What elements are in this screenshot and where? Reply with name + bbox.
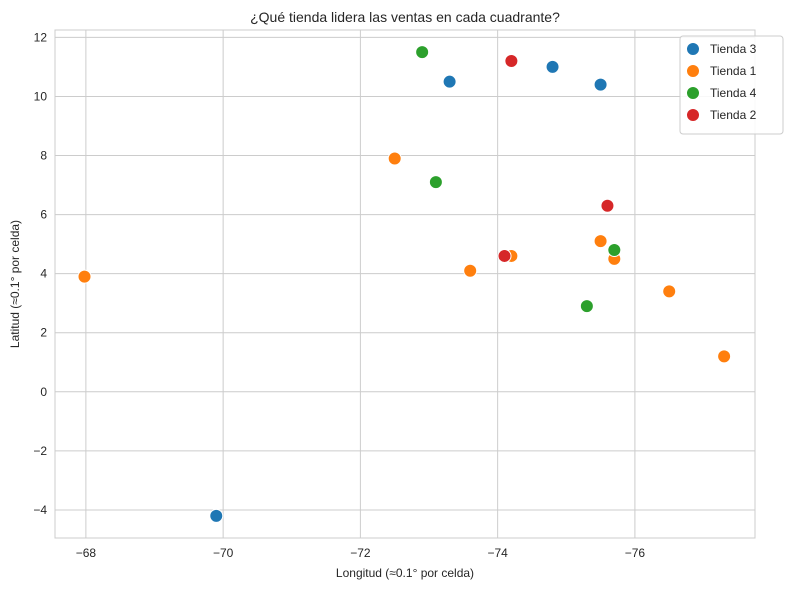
grid-lines: [55, 30, 755, 538]
y-tick-label: 0: [40, 385, 47, 399]
x-tick-label: −70: [213, 546, 234, 560]
legend-marker: [686, 86, 700, 100]
data-point: [662, 284, 677, 299]
data-point: [428, 175, 443, 190]
x-tick-label: −76: [625, 546, 646, 560]
data-point: [607, 243, 622, 258]
x-tick-label: −68: [76, 546, 97, 560]
data-point: [497, 248, 512, 263]
legend-label: Tienda 2: [710, 108, 757, 122]
data-point: [593, 77, 608, 92]
data-points: [77, 45, 732, 523]
data-point: [387, 151, 402, 166]
data-point: [593, 234, 608, 249]
y-tick-label: 12: [34, 30, 48, 44]
legend-label: Tienda 4: [710, 86, 757, 100]
data-point: [442, 74, 457, 89]
data-point: [209, 508, 224, 523]
x-tick-label: −72: [350, 546, 371, 560]
plot-area-frame: [54, 29, 756, 539]
data-point: [545, 59, 560, 74]
legend-frame: [679, 35, 784, 135]
data-point: [579, 299, 594, 314]
legend: Tienda 3 Tienda 1 Tienda 4 Tienda 2: [679, 35, 784, 135]
data-point: [463, 263, 478, 278]
data-point: [504, 54, 519, 69]
legend-label: Tienda 3: [710, 42, 757, 56]
x-tick-label: −74: [487, 546, 508, 560]
data-point: [600, 198, 615, 213]
legend-marker: [686, 108, 700, 122]
data-point: [415, 45, 430, 60]
legend-marker: [686, 64, 700, 78]
y-axis-title: Latitud (≈0.1° por celda): [8, 220, 22, 348]
x-axis-title: Longitud (≈0.1° por celda): [336, 566, 474, 580]
y-tick-label: 4: [40, 267, 47, 281]
y-tick-label: 6: [40, 208, 47, 222]
y-tick-label: −2: [33, 444, 47, 458]
y-tick-label: 10: [34, 89, 48, 103]
legend-label: Tienda 1: [710, 64, 757, 78]
data-point: [717, 349, 732, 364]
y-tick-label: 2: [40, 326, 47, 340]
y-tick-label: −4: [33, 503, 47, 517]
tick-labels: −68 −70 −72 −74 −76 −4 −2 0 2 4 6 8 10 12: [33, 30, 645, 560]
legend-marker: [686, 42, 700, 56]
chart-title: ¿Qué tienda lidera las ventas en cada cu…: [250, 9, 560, 25]
data-point: [77, 269, 92, 284]
y-tick-label: 8: [40, 149, 47, 163]
